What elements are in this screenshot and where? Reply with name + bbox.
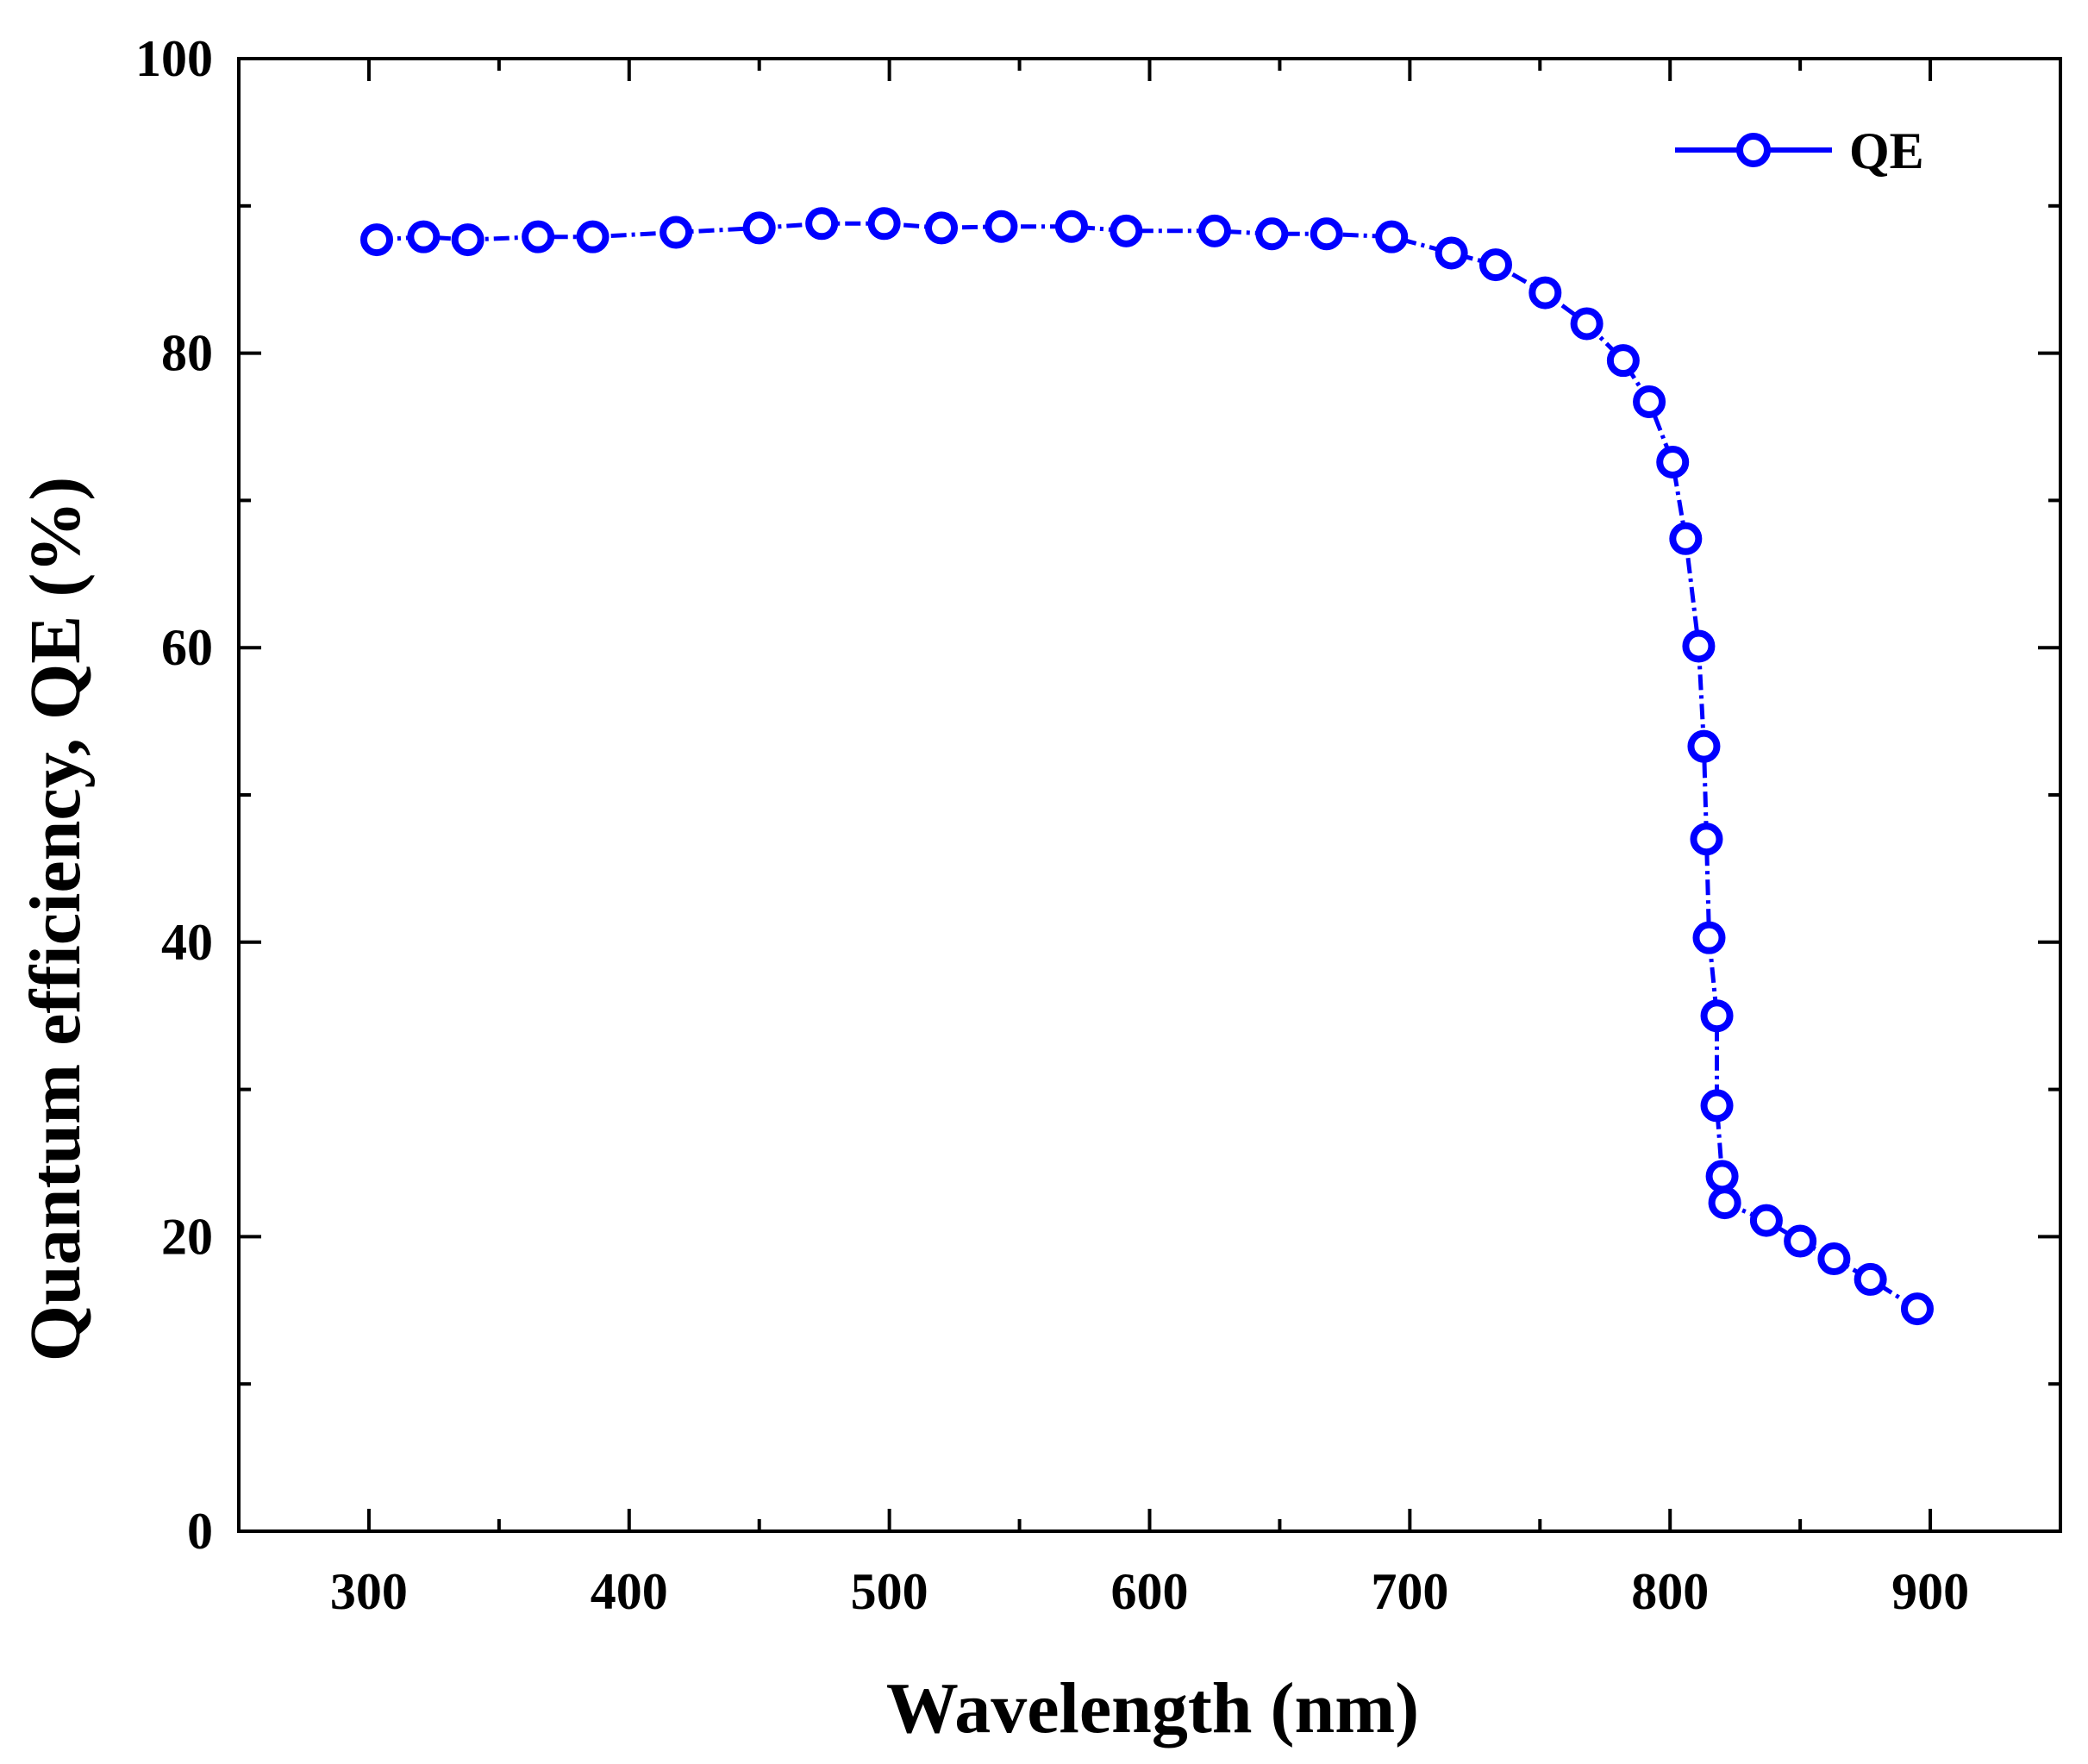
- data-point: [1700, 1089, 1734, 1123]
- plot-frame: [237, 57, 2062, 1533]
- y-tick-label: 0: [187, 1503, 213, 1560]
- data-point: [1054, 210, 1088, 243]
- data-point: [1690, 823, 1723, 856]
- x-axis-title: Wavelength (nm): [886, 1668, 1419, 1748]
- y-tick-label: 100: [135, 30, 213, 87]
- data-point: [1669, 522, 1703, 555]
- data-point: [1570, 307, 1604, 341]
- data-point: [1606, 344, 1640, 378]
- data-point: [522, 220, 555, 253]
- x-tick-label: 300: [330, 1563, 408, 1620]
- series-qe: [359, 207, 1934, 1326]
- data-point: [1478, 248, 1512, 282]
- data-point: [1687, 729, 1721, 763]
- data-point: [1197, 214, 1231, 247]
- legend-label: QE: [1849, 122, 1924, 179]
- data-point: [1784, 1224, 1817, 1258]
- data-point: [451, 223, 484, 257]
- data-point: [1692, 921, 1726, 954]
- x-tick-label: 900: [1891, 1563, 1969, 1620]
- x-tick-label: 700: [1371, 1563, 1448, 1620]
- x-tick-label: 500: [851, 1563, 928, 1620]
- data-point: [1528, 276, 1562, 310]
- data-point: [925, 211, 959, 245]
- data-point: [1708, 1186, 1741, 1220]
- data-point: [1435, 236, 1468, 270]
- data-point: [1310, 217, 1343, 251]
- data-point: [1255, 217, 1289, 251]
- x-tick-label: 600: [1111, 1563, 1189, 1620]
- y-tick-label: 40: [161, 914, 213, 971]
- data-point: [359, 223, 393, 257]
- y-axis-title: Quantum efficiency, QE (%): [16, 477, 96, 1362]
- data-point: [1749, 1204, 1783, 1237]
- x-tick-label: 400: [591, 1563, 668, 1620]
- x-tick-labels: 300 400 500 600 700 800 900: [330, 1563, 1969, 1620]
- data-point: [1633, 385, 1666, 418]
- legend: QE: [1675, 122, 1924, 179]
- data-point: [805, 207, 839, 241]
- data-point: [1817, 1242, 1851, 1276]
- data-point: [1854, 1262, 1887, 1296]
- y-tick-label: 20: [161, 1208, 213, 1265]
- data-point: [660, 216, 693, 249]
- data-point: [1700, 999, 1734, 1033]
- data-point: [1110, 214, 1143, 247]
- y-tick-labels: 0 20 40 60 80 100: [135, 30, 213, 1560]
- data-point: [1656, 445, 1690, 479]
- data-point: [985, 210, 1018, 243]
- data-point: [1900, 1292, 1934, 1326]
- data-point: [1705, 1160, 1739, 1193]
- data-point: [1682, 629, 1716, 663]
- y-tick-label: 80: [161, 325, 213, 382]
- data-point: [867, 207, 901, 241]
- data-point: [407, 220, 441, 253]
- legend-marker: [1736, 133, 1771, 167]
- data-point: [742, 211, 776, 245]
- x-tick-label: 800: [1631, 1563, 1709, 1620]
- data-point: [1375, 220, 1409, 253]
- y-tick-label: 60: [161, 619, 213, 676]
- data-point: [576, 220, 610, 253]
